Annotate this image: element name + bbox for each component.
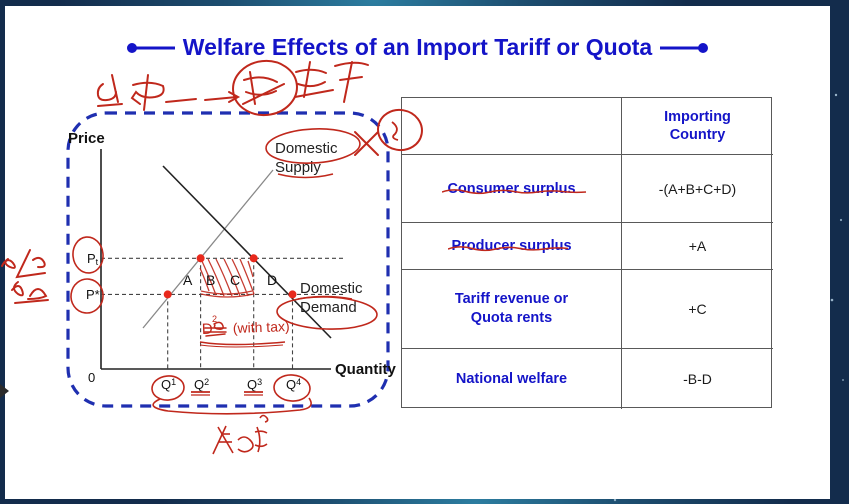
- svg-text:P*: P*: [86, 287, 100, 302]
- svg-text:0: 0: [88, 370, 95, 385]
- svg-text:C: C: [230, 272, 240, 288]
- svg-text:Demand: Demand: [300, 299, 357, 316]
- svg-text:Domestic: Domestic: [300, 280, 363, 297]
- svg-text:(with tax): (with tax): [233, 318, 290, 336]
- svg-text:Domestic: Domestic: [275, 140, 338, 157]
- svg-text:A: A: [183, 272, 193, 288]
- svg-text:Q3: Q3: [247, 377, 262, 392]
- svg-text:B: B: [206, 272, 215, 288]
- svg-text:Q1: Q1: [161, 377, 176, 392]
- svg-text:Q2: Q2: [194, 377, 209, 392]
- svg-text:Supply: Supply: [275, 159, 321, 176]
- svg-text:Pt: Pt: [87, 251, 99, 267]
- svg-text:Price: Price: [68, 130, 105, 147]
- svg-text:Q4: Q4: [286, 377, 301, 392]
- svg-text:D: D: [267, 272, 277, 288]
- svg-text:Quantity: Quantity: [335, 361, 396, 378]
